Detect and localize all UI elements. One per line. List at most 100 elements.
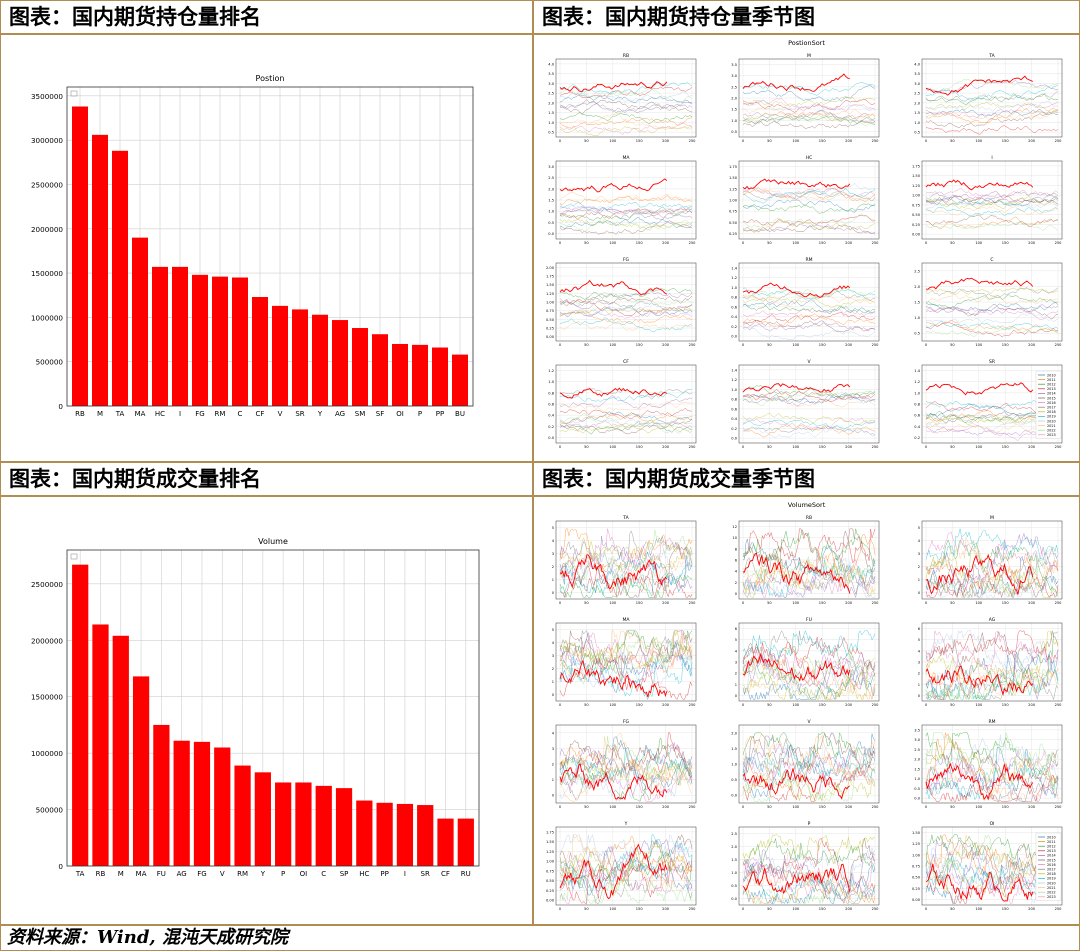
series-line [925,630,1059,672]
x-tick-label: TA [75,870,85,878]
series-line [559,841,693,894]
series-line [742,312,876,324]
y-tick-label: 3.0 [914,82,920,86]
x-tick-label: 250 [689,907,697,911]
y-tick-label: 5 [552,628,554,632]
x-tick-label: 150 [819,601,827,605]
x-tick-label: 250 [872,907,880,911]
series-line [559,395,693,410]
series-line [925,110,1059,120]
y-tick-label: 1.5 [548,111,554,115]
series-line [559,412,693,428]
y-tick-label: 0 [58,862,63,871]
season-panel-p: P 0.0 0.5 1.0 1.5 2.0 2.5 0 50 100 150 200 250 [731,821,880,911]
y-tick-label: 1.5 [548,199,554,203]
x-tick-label: 250 [1055,241,1063,245]
series-line [742,764,875,802]
series-line [742,732,876,774]
legend-label: 2017 [1047,406,1056,410]
series-line [925,660,1059,700]
legend-label: 2013 [1047,849,1056,853]
series-line [925,539,1059,597]
x-tick-label: 150 [636,445,644,449]
y-tick-label: 5 [918,526,920,530]
series-line [925,766,1059,802]
x-tick-label: 50 [584,343,589,347]
bar-fg [193,741,211,866]
series-line [742,313,876,328]
panel-frame [921,160,1063,240]
panel-title: RM [805,257,812,263]
x-tick-label: 200 [845,907,853,911]
x-tick-label: OI [300,870,308,878]
y-tick-label: 1 [552,578,554,582]
series-line [559,528,693,570]
bar-sm [352,328,368,406]
y-tick-label: 0 [918,591,921,595]
series-line [559,295,693,307]
y-tick-label: 0.8 [731,398,737,402]
x-tick-label: 50 [584,703,589,707]
series-line [925,197,1059,210]
legend-label: 2018 [1047,410,1056,414]
y-tick-label: 0.25 [729,232,737,236]
x-tick-label: 50 [950,445,955,449]
x-tick-label: 150 [819,445,827,449]
bar-ma [132,676,150,866]
series-line [559,419,693,434]
y-tick-label: 0.2 [548,425,554,429]
series-line [559,100,693,113]
bar-fg [192,274,208,406]
legend-label: 2019 [1047,415,1056,419]
x-tick-label: 150 [636,805,644,809]
y-tick-label: 0.4 [731,417,737,421]
x-tick-label: P [418,410,422,418]
series-line [925,746,1059,799]
y-tick-label: 2.0 [914,285,920,289]
y-tick-label: 3 [918,661,920,665]
x-tick-label: 200 [845,139,853,143]
series-line-current [559,659,668,698]
x-tick-label: SR [421,870,430,878]
panel-frame [921,826,1063,906]
series-line [559,537,693,569]
series-line [559,87,693,103]
series-line [925,313,1059,324]
x-tick-label: 250 [689,703,697,707]
x-tick-label: 250 [1055,805,1063,809]
y-tick-label: 3.5 [914,72,920,76]
panel-frame [555,160,697,240]
bar-y [312,314,328,406]
x-tick-label: 0 [925,601,928,605]
position-season-panel: 图表：国内期货持仓量季节图 PostionSort RB 0.5 1.0 1.5 2.0 2… [533,0,1080,462]
x-tick-label: 100 [975,343,983,347]
panel-title: FG [623,719,630,725]
x-tick-label: PP [436,410,444,418]
panel-frame [738,622,880,702]
bar-fu [153,724,170,866]
panel-frame [738,724,880,804]
y-tick-label: 3 [552,552,554,556]
series-line [742,188,876,204]
series-line [742,655,876,700]
x-tick-label: V [220,870,225,878]
y-tick-label: 0.25 [912,887,920,891]
x-tick-label: 50 [767,241,772,245]
series-line [925,545,1059,598]
y-tick-label: 12 [732,525,737,529]
bar-c [315,785,332,866]
series-line [559,849,693,896]
y-tick-label: 0.4 [731,315,737,319]
series-line [742,393,876,407]
x-tick-label: Y [317,410,323,418]
panel-title: MA [623,617,631,623]
y-tick-label: 10 [732,536,737,540]
series-line [559,206,693,221]
y-tick-label: 1.0 [914,391,920,395]
x-tick-label: 0 [925,703,928,707]
series-line [742,222,876,235]
series-line [925,321,1059,338]
bar-sf [372,334,388,406]
x-tick-label: 200 [845,241,853,245]
x-tick-label: 150 [819,703,827,707]
